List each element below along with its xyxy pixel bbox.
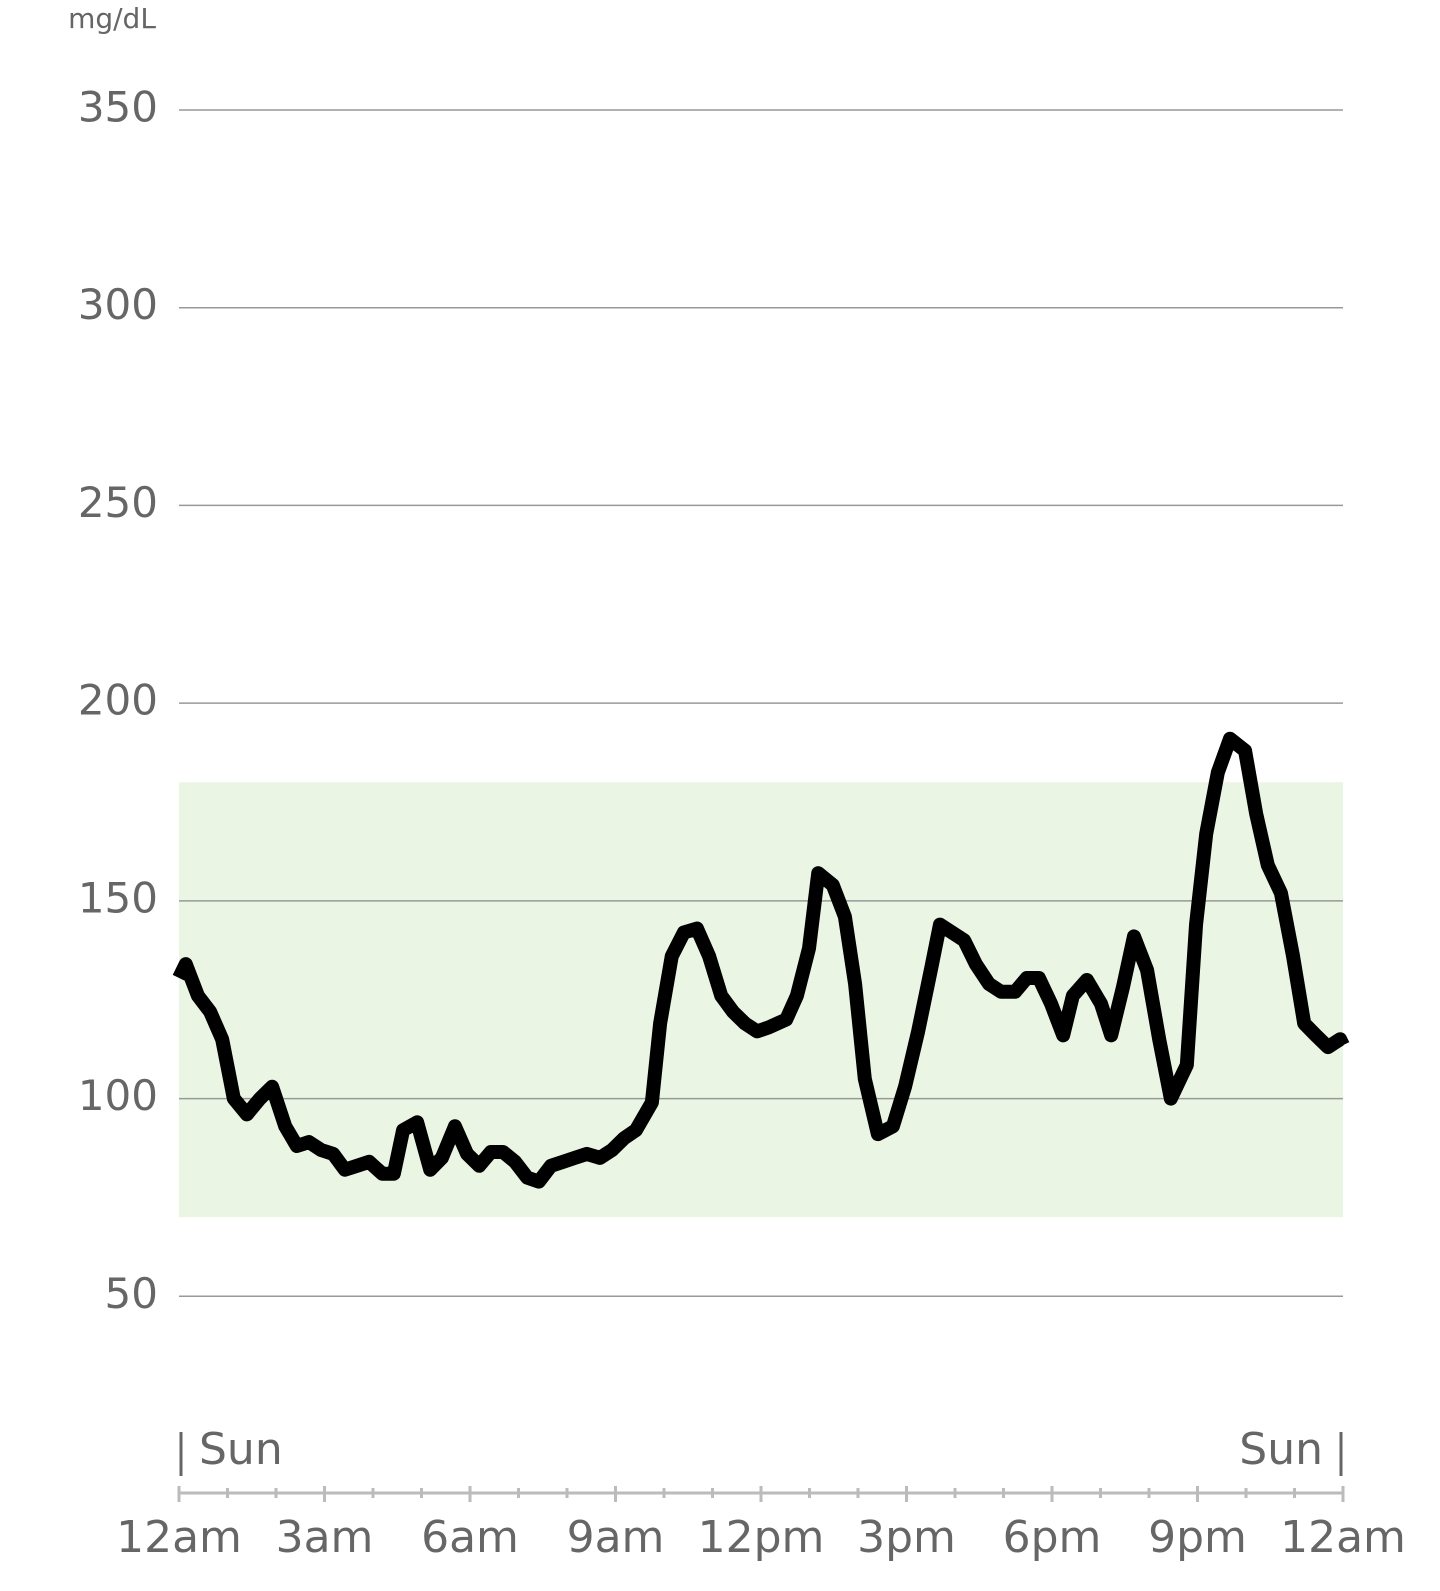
y-tick-label: 100 bbox=[78, 1071, 158, 1120]
y-axis-unit: mg/dL bbox=[68, 2, 156, 35]
y-tick-label: 50 bbox=[105, 1269, 158, 1318]
x-tick-label: 6am bbox=[421, 1512, 519, 1563]
x-tick-label: 3am bbox=[276, 1512, 374, 1563]
x-tick-label: 9am bbox=[567, 1512, 665, 1563]
day-label: Sun bbox=[1239, 1424, 1323, 1475]
y-tick-label: 350 bbox=[78, 83, 158, 132]
x-tick-label: 9pm bbox=[1148, 1512, 1247, 1563]
x-tick-label: 6pm bbox=[1003, 1512, 1102, 1563]
x-tick-label: 3pm bbox=[857, 1512, 956, 1563]
x-tick-label: 12am bbox=[1280, 1512, 1406, 1563]
target-range bbox=[179, 782, 1343, 1218]
day-label: Sun bbox=[199, 1424, 283, 1475]
x-tick-label: 12am bbox=[116, 1512, 242, 1563]
y-tick-label: 250 bbox=[78, 478, 158, 527]
y-tick-label: 300 bbox=[78, 280, 158, 329]
x-tick-label: 12pm bbox=[698, 1512, 825, 1563]
y-tick-label: 200 bbox=[78, 676, 158, 725]
y-tick-label: 150 bbox=[78, 873, 158, 922]
glucose-line bbox=[172, 731, 1350, 1189]
